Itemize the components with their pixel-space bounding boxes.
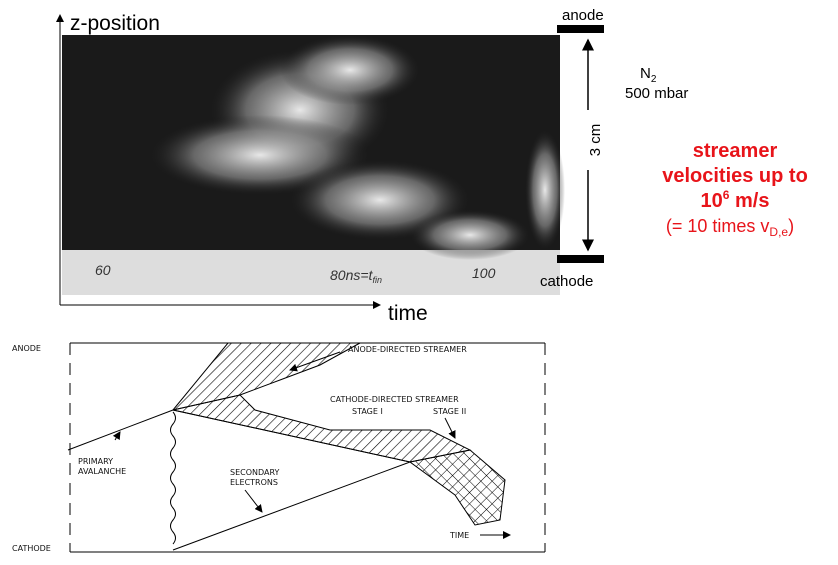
note-text: (= 10 times v: [666, 216, 770, 236]
tick-label: 100: [472, 265, 496, 281]
diagram: [68, 343, 545, 552]
time-label: time: [388, 302, 428, 325]
diagram-time: TIME: [449, 531, 469, 540]
anode-bar: [557, 25, 604, 33]
stage-2: STAGE II: [433, 407, 466, 416]
diagram-cathode: CATHODE: [12, 544, 51, 553]
diagram-anode: ANODE: [12, 344, 41, 353]
slide: 60 80ns=tfin 100 z-position time anode c…: [0, 0, 838, 565]
secondary: SECONDARY: [230, 468, 280, 477]
primary: PRIMARY: [78, 457, 113, 466]
anode-label: anode: [562, 7, 604, 24]
stage-1: STAGE I: [352, 407, 383, 416]
tick-label: 60: [95, 262, 111, 278]
pressure: 500 mbar: [625, 85, 688, 102]
tfin-sub: fin: [372, 275, 382, 285]
gas-sub: 2: [651, 74, 657, 85]
cathode-streamer: CATHODE-DIRECTED STREAMER: [330, 395, 459, 404]
note: 106 m/s: [701, 188, 770, 212]
z-label: z-position: [70, 12, 160, 35]
note: streamer: [693, 140, 778, 162]
gas-symbol: N: [640, 65, 651, 82]
anode-streamer: ANODE-DIRECTED STREAMER: [348, 345, 467, 354]
gap-label: 3 cm: [587, 124, 604, 157]
secondary: ELECTRONS: [230, 478, 278, 487]
note-end: ): [788, 216, 794, 236]
tfin: 80ns=t: [330, 267, 374, 283]
note-rest: m/s: [729, 190, 769, 212]
note: (= 10 times vD,e): [666, 216, 794, 239]
streak-photo: [62, 35, 565, 295]
note-sub: D,e: [769, 225, 788, 239]
cathode-label: cathode: [540, 273, 593, 290]
note: velocities up to: [662, 165, 808, 187]
note-base: 10: [701, 190, 723, 212]
primary: AVALANCHE: [78, 467, 126, 476]
gas: N2: [640, 65, 657, 85]
cathode-bar: [557, 255, 604, 263]
